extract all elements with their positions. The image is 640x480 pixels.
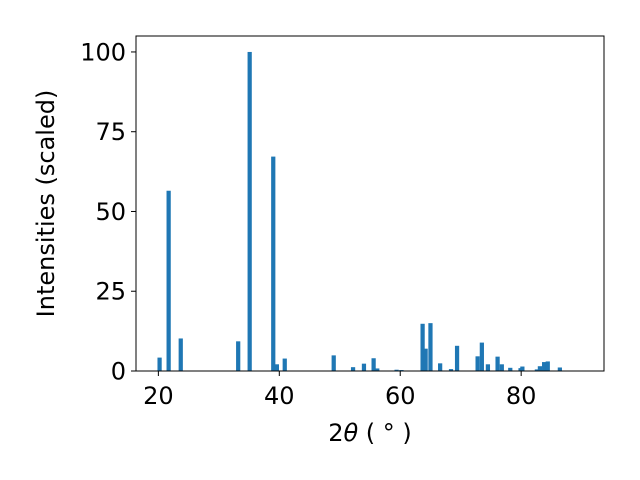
bar xyxy=(542,362,547,371)
bar xyxy=(475,356,480,371)
bar xyxy=(247,51,252,371)
bar xyxy=(371,358,376,371)
bar xyxy=(157,357,162,371)
bar xyxy=(438,363,443,371)
bar xyxy=(520,366,525,371)
y-tick-label: 100 xyxy=(80,38,126,66)
x-tick-label: 60 xyxy=(385,382,416,410)
x-tick-label: 20 xyxy=(143,382,174,410)
bar xyxy=(479,342,484,371)
x-axis-label-symbol: θ xyxy=(343,419,358,447)
bar xyxy=(454,345,460,371)
y-tick-label: 75 xyxy=(95,118,126,146)
bar xyxy=(375,368,380,371)
bar xyxy=(545,361,550,371)
y-axis-ticks: 0 25 50 75 100 xyxy=(80,38,136,386)
bar xyxy=(495,356,500,371)
x-tick-label: 80 xyxy=(506,382,537,410)
bar xyxy=(537,366,543,371)
bar xyxy=(178,338,183,371)
plot-area-frame xyxy=(135,35,605,372)
x-tick-label: 40 xyxy=(264,382,295,410)
bars-group xyxy=(157,51,562,371)
x-axis-label: 2θ ( ° ) xyxy=(328,419,412,447)
bar xyxy=(423,348,428,371)
bar xyxy=(361,363,367,371)
bar xyxy=(236,341,241,371)
y-tick-label: 50 xyxy=(95,198,126,226)
bar xyxy=(448,369,454,371)
bar xyxy=(485,364,491,371)
bar xyxy=(282,358,287,371)
bar xyxy=(420,323,425,371)
bar xyxy=(331,355,336,371)
y-tick-label: 25 xyxy=(95,278,126,306)
bar xyxy=(557,367,562,371)
x-axis-ticks: 20 40 60 80 xyxy=(143,371,536,410)
bar xyxy=(428,323,433,371)
bar xyxy=(394,369,399,371)
bar xyxy=(534,369,539,371)
y-tick-label: 0 xyxy=(111,358,126,386)
bar xyxy=(271,156,276,371)
x-axis-label-main: 2 xyxy=(328,419,343,447)
bar xyxy=(274,364,279,371)
bar xyxy=(166,190,171,371)
y-axis-label: Intensities (scaled) xyxy=(32,90,60,318)
bar xyxy=(508,367,513,371)
x-axis-label-unit: ( ° ) xyxy=(358,419,412,447)
bar xyxy=(350,367,356,371)
bar xyxy=(499,364,504,371)
